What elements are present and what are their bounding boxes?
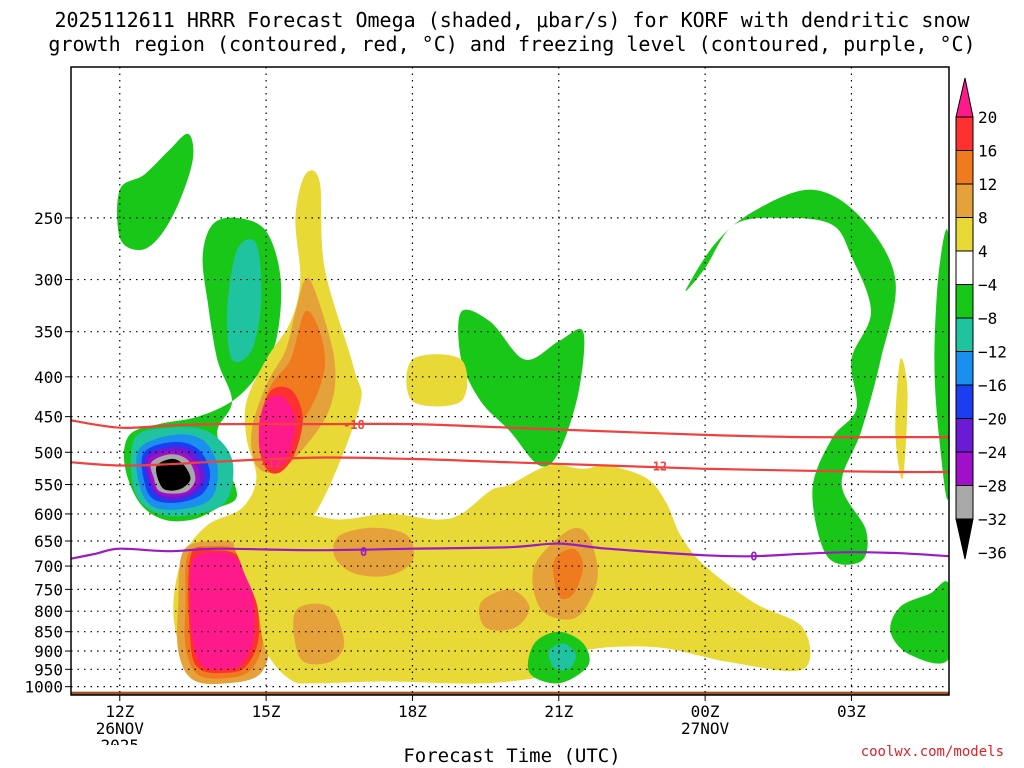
colorbar-label: 16: [978, 142, 997, 161]
credit-text: coolwx.com/models: [860, 744, 1004, 760]
colorbar-swatch: [955, 183, 974, 218]
colorbar-swatch: [955, 451, 974, 486]
contour-label: -12: [260, 456, 282, 470]
colorbar-label: 20: [978, 108, 997, 127]
colorbar-swatch: [955, 485, 974, 520]
omega-region-24: [293, 603, 345, 665]
x-tick-label: 27NOV: [681, 719, 730, 738]
ground-bar: [71, 691, 949, 695]
contour-line-0: [71, 542, 949, 560]
omega-region-9: [155, 458, 191, 491]
colorbar-label: −32: [978, 510, 1007, 529]
y-axis: 2503003504004505005506006507007508008509…: [24, 209, 71, 697]
x-axis-label: Forecast Time (UTC): [403, 745, 621, 767]
omega-region-20: [333, 527, 415, 577]
omega-region-22: [553, 548, 584, 600]
omega-region-14: [258, 395, 296, 469]
contour-label: 0: [750, 549, 757, 563]
colorbar-label: −16: [978, 376, 1007, 395]
omega-region-19: [233, 464, 811, 684]
colorbar-label: 12: [978, 175, 997, 194]
y-tick-label: 750: [34, 580, 63, 599]
chart-title-line2: growth region (contoured, red, °C) and f…: [48, 32, 976, 56]
x-tick-label: 2025: [101, 736, 140, 745]
contour-label: 0: [360, 545, 367, 559]
colorbar: 20 16 12 8 4 −4 −8 −12 −16 −20 −24 −28 −32 −36: [955, 77, 1007, 563]
ground-layer: [71, 691, 949, 695]
omega-region-32: [895, 358, 908, 480]
y-tick-label: 500: [34, 443, 63, 462]
chart-title: 2025112611 HRRR Forecast Omega (shaded, …: [0, 8, 1024, 56]
y-tick-label: 400: [34, 368, 63, 387]
colorbar-top-arrow: [955, 77, 974, 118]
colorbar-label: −36: [978, 544, 1007, 563]
y-tick-label: 900: [34, 642, 63, 661]
colorbar-label: 4: [978, 242, 988, 261]
colorbar-label: 8: [978, 209, 988, 228]
colorbar-swatch: [955, 250, 974, 285]
plot-frame: [70, 66, 950, 696]
omega-region-2: [226, 239, 262, 363]
y-tick-label: 300: [34, 271, 63, 290]
omega-cross-section-chart: -18 -12 -12 0 0 250 300 350 400 450 500 550 600 650 7…: [24, 66, 1007, 745]
colorbar-swatch: [955, 317, 974, 352]
contour-label: -18: [343, 418, 365, 432]
omega-region-30: [934, 229, 949, 500]
omega-region-29: [890, 581, 949, 664]
y-tick-label: 650: [34, 532, 63, 551]
contour-line--12: [71, 456, 949, 474]
colorbar-label: −12: [978, 343, 1007, 362]
y-tick-label: 600: [34, 505, 63, 524]
y-tick-label: 700: [34, 557, 63, 576]
omega-region-25: [458, 309, 585, 467]
colorbar-swatch: [955, 284, 974, 319]
colorbar-swatch: [955, 150, 974, 185]
x-tick-label: 15Z: [252, 702, 281, 721]
colorbar-bottom-arrow: [955, 518, 974, 560]
y-tick-label: 950: [34, 660, 63, 679]
y-tick-label: 550: [34, 476, 63, 495]
y-tick-label: 450: [34, 408, 63, 427]
colorbar-swatch: [955, 418, 974, 453]
colorbar-swatch: [955, 217, 974, 252]
y-tick-label: 800: [34, 602, 63, 621]
omega-region-0: [117, 133, 194, 251]
colorbar-label: −4: [978, 276, 997, 295]
colorbar-swatch: [955, 384, 974, 419]
y-tick-label: 850: [34, 623, 63, 642]
omega-region-31: [406, 354, 468, 407]
x-tick-label: 12Z: [105, 702, 134, 721]
x-tick-label: 18Z: [398, 702, 427, 721]
x-tick-label: 03Z: [837, 702, 866, 721]
x-tick-label: 00Z: [691, 702, 720, 721]
y-tick-label: 250: [34, 209, 63, 228]
colorbar-label: −20: [978, 410, 1007, 429]
omega-region-23: [478, 589, 530, 631]
x-tick-label: 21Z: [544, 702, 573, 721]
colorbar-label: −28: [978, 477, 1007, 496]
y-tick-label: 1000: [24, 678, 63, 697]
contour-label: -12: [645, 460, 667, 474]
y-tick-label: 350: [34, 323, 63, 342]
contour-lines: -18 -12 -12 0 0: [71, 418, 949, 563]
omega-region-27: [548, 643, 576, 671]
colorbar-label: −8: [978, 309, 997, 328]
colorbar-swatch: [955, 351, 974, 386]
grid-lines: [71, 67, 949, 695]
colorbar-label: −24: [978, 443, 1007, 462]
colorbar-swatch: [955, 116, 974, 151]
chart-title-line1: 2025112611 HRRR Forecast Omega (shaded, …: [54, 8, 970, 32]
contour-line--18: [71, 419, 949, 439]
x-tick-label: 26NOV: [96, 719, 145, 738]
omega-region-18: [190, 552, 255, 670]
